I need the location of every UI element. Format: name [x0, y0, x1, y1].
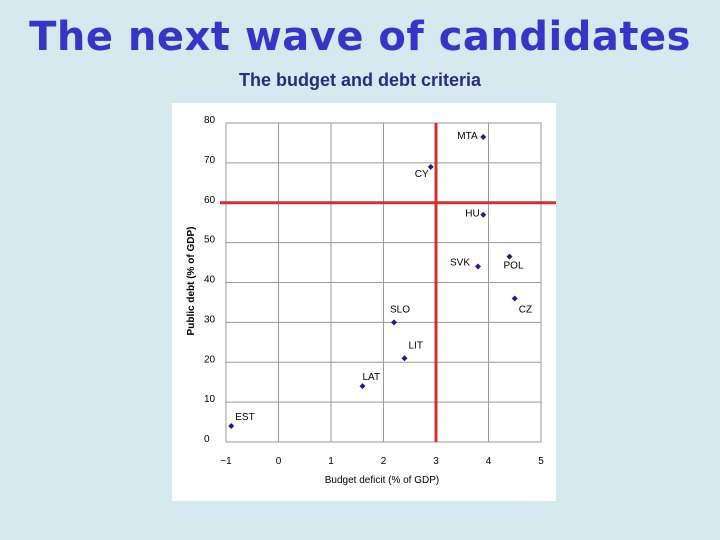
y-tick-label: 40: [204, 275, 216, 286]
x-tick-label: 4: [486, 456, 492, 467]
point-label-mta: MTA: [457, 131, 478, 142]
data-point-hu: [480, 211, 487, 218]
data-point-mta: [480, 133, 487, 140]
point-label-est: EST: [235, 412, 254, 423]
data-point-est: [228, 423, 235, 430]
point-label-hu: HU: [465, 209, 479, 220]
y-tick-label: 10: [204, 394, 216, 405]
x-tick-label: 0: [276, 456, 282, 467]
y-tick-label: 80: [204, 115, 216, 126]
data-point-cz: [511, 295, 518, 302]
y-tick-label: 0: [204, 434, 210, 445]
point-label-pol: POL: [504, 261, 524, 272]
threshold-lines: [220, 123, 556, 442]
point-label-lit: LIT: [409, 340, 423, 351]
chart-panel: −1 0 1 2 3 4 5 0 10 20 30 40 50 60 70 80 MTA CY HU POL SVK C…: [172, 103, 556, 501]
data-point-svk: [475, 263, 481, 270]
x-tick-label: 1: [328, 456, 334, 467]
point-label-cz: CZ: [519, 304, 532, 315]
x-tick-label: 3: [433, 456, 439, 467]
data-point-cy: [427, 163, 434, 170]
x-tick-label: 5: [538, 456, 544, 467]
data-point-lat: [359, 383, 366, 390]
y-tick-label: 50: [204, 235, 216, 246]
point-label-lat: LAT: [363, 372, 381, 383]
slide-subtitle: The budget and debt criteria: [238, 70, 482, 90]
data-points: MTA CY HU POL SVK CZ SLO LIT LAT EST: [228, 131, 532, 430]
data-point-slo: [391, 319, 397, 326]
x-axis-label: Budget deficit (% of GDP): [325, 475, 440, 486]
point-label-slo: SLO: [390, 304, 410, 315]
x-tick-label: −1: [220, 456, 232, 467]
y-tick-label: 30: [204, 314, 216, 325]
y-tick-label: 60: [204, 195, 216, 206]
point-label-cy: CY: [415, 169, 429, 180]
data-point-pol: [506, 253, 513, 260]
y-tick-label: 70: [204, 155, 216, 166]
y-tick-label: 20: [204, 354, 216, 365]
grid: [225, 122, 542, 443]
data-point-lit: [401, 355, 408, 362]
slide-title: The next wave of candidates: [29, 14, 691, 60]
y-axis-label: Public debt (% of GDP): [186, 227, 197, 336]
x-tick-label: 2: [381, 456, 387, 467]
point-label-svk: SVK: [450, 258, 470, 269]
